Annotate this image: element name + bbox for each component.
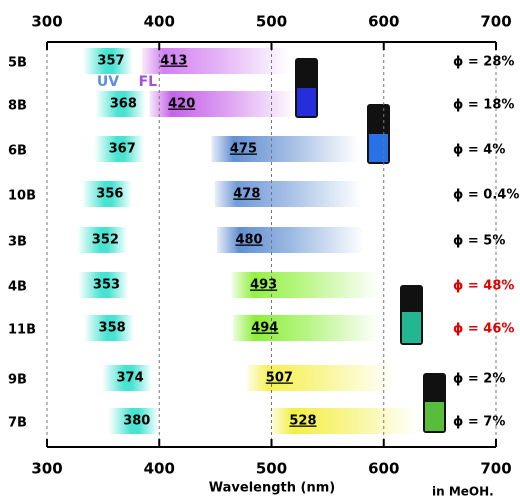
peak-label: 478	[233, 187, 260, 202]
quantum-yield: ϕ = 4%	[453, 143, 505, 158]
vial-glow	[369, 134, 388, 162]
x-tick-label: 500	[256, 460, 287, 478]
x-tick-label: 700	[480, 460, 511, 478]
quantum-yield: ϕ = 7%	[453, 415, 505, 430]
peak-label: 353	[93, 278, 120, 293]
legend-label: FL	[139, 74, 158, 90]
peak-label: 475	[230, 142, 257, 157]
peak-label: 507	[266, 371, 293, 386]
peak-label: 356	[96, 187, 123, 202]
row-label: 5B	[8, 56, 27, 71]
row-label: 10B	[8, 189, 36, 204]
peak-label: 357	[97, 54, 124, 69]
row-label: 4B	[8, 280, 27, 295]
x-tick-label: 400	[144, 460, 175, 478]
quantum-yield: ϕ = 5%	[453, 234, 505, 249]
peak-label: 380	[123, 414, 150, 429]
x-tick-label: 600	[368, 460, 399, 478]
quantum-yield: ϕ = 48%	[453, 279, 514, 294]
quantum-yield: ϕ = 0.4%	[453, 188, 519, 203]
row-label: 7B	[8, 416, 27, 431]
quantum-yield: ϕ = 2%	[453, 372, 505, 387]
row-label: 8B	[8, 99, 27, 114]
peak-label: 374	[116, 371, 143, 386]
x-tick-label: 400	[144, 13, 175, 31]
peak-label: 528	[289, 414, 316, 429]
x-tick-label: 300	[31, 460, 62, 478]
x-axis-label: Wavelength (nm)	[209, 481, 335, 496]
peak-label: 358	[99, 321, 126, 336]
note: in MeOH.	[432, 485, 494, 499]
x-tick-label: 600	[368, 13, 399, 31]
x-tick-label: 500	[256, 13, 287, 31]
row-label: 11B	[8, 323, 36, 338]
peak-label: 352	[92, 233, 119, 248]
quantum-yield: ϕ = 28%	[453, 55, 514, 70]
vial-glow	[425, 402, 444, 431]
peak-label: 367	[109, 142, 136, 157]
x-tick-label: 700	[480, 13, 511, 31]
peak-label: 368	[110, 97, 137, 112]
peak-label: 480	[235, 233, 262, 248]
row-label: 3B	[8, 235, 27, 250]
peak-label: 494	[251, 321, 278, 336]
peak-label: 420	[168, 97, 195, 112]
peak-label: 413	[160, 54, 187, 69]
legend-label: UV	[97, 74, 119, 90]
row-label: 9B	[8, 373, 27, 388]
vial-glow	[297, 88, 316, 116]
chart: Wavelength (nm) in MeOH. 300 300 400 400 500…	[0, 0, 520, 498]
vial-glow	[402, 312, 421, 343]
quantum-yield: ϕ = 46%	[453, 322, 514, 337]
peak-label: 493	[250, 278, 277, 293]
row-label: 6B	[8, 144, 27, 159]
quantum-yield: ϕ = 18%	[453, 98, 514, 113]
x-tick-label: 300	[31, 13, 62, 31]
